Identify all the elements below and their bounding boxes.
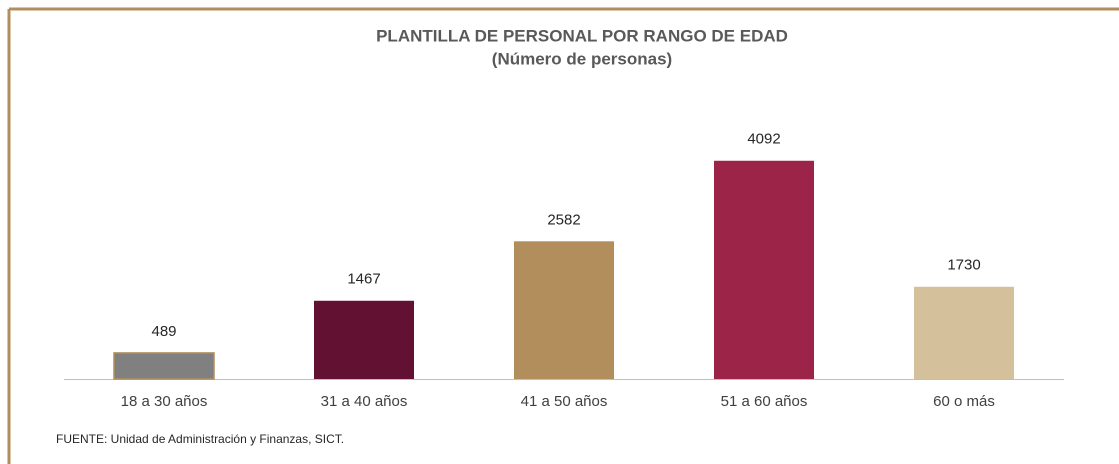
data-label: 1467 (347, 271, 380, 288)
bar (714, 160, 814, 379)
source-note: FUENTE: Unidad de Administración y Finan… (56, 432, 344, 446)
bar (314, 300, 414, 379)
data-label: 2582 (547, 211, 580, 228)
bar (113, 352, 215, 380)
bar (514, 241, 614, 379)
chart-subtitle: (Número de personas) (492, 49, 672, 68)
chart-title: PLANTILLA DE PERSONAL POR RANGO DE EDAD (376, 26, 788, 45)
data-label: 4092 (747, 131, 780, 148)
x-tick-label: 31 a 40 años (321, 393, 408, 410)
bar (914, 286, 1014, 379)
data-label: 1730 (947, 257, 980, 274)
x-tick-label: 60 o más (933, 393, 995, 410)
data-label: 489 (151, 323, 176, 340)
x-tick-label: 51 a 60 años (721, 393, 808, 410)
x-tick-label: 18 a 30 años (121, 393, 208, 410)
x-tick-label: 41 a 50 años (521, 393, 608, 410)
